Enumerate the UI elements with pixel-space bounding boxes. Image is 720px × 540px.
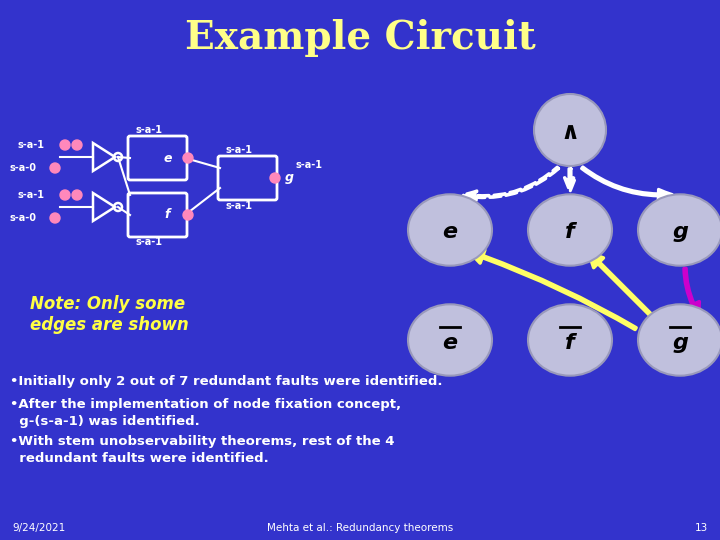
Text: e: e xyxy=(442,333,458,353)
FancyArrowPatch shape xyxy=(582,167,672,200)
Text: s-a-1: s-a-1 xyxy=(18,140,45,150)
Text: Note: Only some
edges are shown: Note: Only some edges are shown xyxy=(30,295,189,334)
Text: g: g xyxy=(672,333,688,353)
Ellipse shape xyxy=(638,305,720,376)
FancyArrowPatch shape xyxy=(469,250,636,329)
Text: s-a-1: s-a-1 xyxy=(225,145,252,155)
Ellipse shape xyxy=(528,194,612,266)
Text: s-a-0: s-a-0 xyxy=(10,213,37,223)
Text: Example Circuit: Example Circuit xyxy=(184,19,536,57)
Text: ∧: ∧ xyxy=(560,120,580,144)
Circle shape xyxy=(60,190,70,200)
Circle shape xyxy=(50,163,60,173)
Circle shape xyxy=(183,153,193,163)
Text: s-a-1: s-a-1 xyxy=(18,190,45,200)
Circle shape xyxy=(50,213,60,223)
Circle shape xyxy=(270,173,280,183)
Text: s-a-0: s-a-0 xyxy=(10,163,37,173)
Text: s-a-1: s-a-1 xyxy=(135,237,162,247)
Text: •After the implementation of node fixation concept,: •After the implementation of node fixati… xyxy=(10,398,401,411)
Text: Mehta et al.: Redundancy theorems: Mehta et al.: Redundancy theorems xyxy=(267,523,453,533)
FancyArrowPatch shape xyxy=(463,167,559,202)
Text: •Initially only 2 out of 7 redundant faults were identified.: •Initially only 2 out of 7 redundant fau… xyxy=(10,375,443,388)
Text: g: g xyxy=(285,172,294,185)
Text: f: f xyxy=(565,222,575,242)
Text: s-a-1: s-a-1 xyxy=(135,125,162,135)
Circle shape xyxy=(60,140,70,150)
Text: s-a-1: s-a-1 xyxy=(295,160,322,170)
Text: g-(s-a-1) was identified.: g-(s-a-1) was identified. xyxy=(10,415,199,428)
Text: f: f xyxy=(164,208,169,221)
FancyArrowPatch shape xyxy=(564,169,575,192)
Text: 9/24/2021: 9/24/2021 xyxy=(12,523,66,533)
FancyArrowPatch shape xyxy=(684,268,700,316)
Text: g: g xyxy=(672,222,688,242)
Text: f: f xyxy=(565,333,575,353)
Text: •With stem unobservability theorems, rest of the 4: •With stem unobservability theorems, res… xyxy=(10,435,395,448)
Circle shape xyxy=(183,210,193,220)
Circle shape xyxy=(72,190,82,200)
Text: e: e xyxy=(442,222,458,242)
Text: e: e xyxy=(164,152,173,165)
Ellipse shape xyxy=(534,94,606,166)
Text: s-a-1: s-a-1 xyxy=(225,201,252,211)
Ellipse shape xyxy=(528,305,612,376)
FancyArrowPatch shape xyxy=(589,253,654,318)
Circle shape xyxy=(72,140,82,150)
Text: redundant faults were identified.: redundant faults were identified. xyxy=(10,452,269,465)
Text: 13: 13 xyxy=(695,523,708,533)
Ellipse shape xyxy=(638,194,720,266)
Ellipse shape xyxy=(408,305,492,376)
Ellipse shape xyxy=(408,194,492,266)
